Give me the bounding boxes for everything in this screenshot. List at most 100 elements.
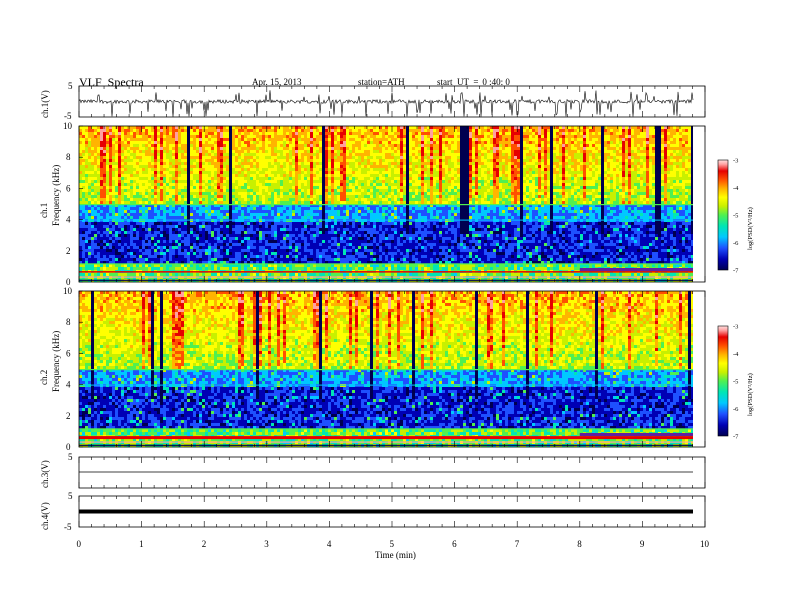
spectrogram-cell	[184, 165, 187, 169]
spectrogram-cell	[187, 189, 190, 193]
spectrogram-cell	[238, 255, 241, 259]
spectrogram-cell	[109, 204, 112, 208]
spectrogram-cell	[94, 252, 97, 256]
spectrogram-cell	[262, 192, 265, 196]
spectrogram-cell	[205, 189, 208, 193]
spectrogram-cell	[118, 237, 121, 241]
spectrogram-cell	[121, 186, 124, 190]
spectrogram-cell	[85, 195, 88, 199]
spectrogram-cell	[286, 135, 289, 139]
spectrogram-cell	[79, 141, 82, 145]
spectrogram-cell	[130, 156, 133, 160]
ch1-spectrogram-heatmap	[79, 126, 693, 283]
spectrogram-cell	[292, 258, 295, 262]
spectrogram-cell	[244, 141, 247, 145]
spectrogram-cell	[274, 129, 277, 133]
spectrogram-cell	[352, 249, 355, 253]
spectrogram-cell	[352, 237, 355, 241]
spectrogram-cell	[265, 150, 268, 154]
spectrogram-cell	[358, 189, 361, 193]
spectrogram-cell	[358, 159, 361, 163]
spectrogram-cell	[256, 135, 259, 139]
spectrogram-cell	[103, 192, 106, 196]
spectrogram-cell	[253, 264, 256, 268]
spectrogram-cell	[331, 192, 334, 196]
spectrogram-cell	[301, 207, 304, 211]
spectrogram-cell	[352, 195, 355, 199]
spectrogram-cell	[124, 213, 127, 217]
spectrogram-cell	[106, 273, 109, 277]
spectrogram-cell	[139, 219, 142, 223]
spectrogram-cell	[223, 171, 226, 175]
spectrogram-cell	[100, 249, 103, 253]
spectrogram-cell	[271, 204, 274, 208]
spectrogram-cell	[280, 153, 283, 157]
spectrogram-cell	[280, 213, 283, 217]
spectrogram-cell	[247, 204, 250, 208]
spectrogram-cell	[187, 153, 190, 157]
spectrogram-cell	[325, 132, 328, 136]
spectrogram-cell	[238, 153, 241, 157]
spectrogram-cell	[343, 222, 346, 226]
spectrogram-cell	[196, 219, 199, 223]
spectrogram-cell	[190, 159, 193, 163]
spectrogram-cell	[262, 168, 265, 172]
spectrogram-cell	[247, 174, 250, 178]
spectrogram-cell	[88, 261, 91, 265]
spectrogram-cell	[295, 165, 298, 169]
spectrogram-cell	[265, 258, 268, 262]
spectrogram-cell	[85, 264, 88, 268]
spectrogram-cell	[226, 219, 229, 223]
spectrogram-cell	[238, 144, 241, 148]
spectrogram-cell	[271, 198, 274, 202]
spectrogram-cell	[253, 258, 256, 262]
spectrogram-cell	[163, 141, 166, 145]
spectrogram-cell	[304, 135, 307, 139]
spectrogram-cell	[88, 204, 91, 208]
spectrogram-cell	[298, 219, 301, 223]
spectrogram-cell	[109, 162, 112, 166]
spectrogram-cell	[169, 180, 172, 184]
spectrogram-cell	[265, 156, 268, 160]
spectrogram-cell	[232, 174, 235, 178]
spectrogram-cell	[250, 171, 253, 175]
spectrogram-cell	[355, 180, 358, 184]
spectrogram-cell	[106, 144, 109, 148]
spectrogram-cell	[148, 222, 151, 226]
spectrogram-cell	[274, 186, 277, 190]
spectrogram-cell	[361, 222, 364, 226]
spectrogram-cell	[286, 189, 289, 193]
spectrogram-cell	[142, 135, 145, 139]
spectrogram-cell	[112, 231, 115, 235]
spectrogram-cell	[172, 222, 175, 226]
spectrogram-cell	[289, 195, 292, 199]
spectrogram-cell	[130, 165, 133, 169]
spectrogram-cell	[307, 183, 310, 187]
spectrogram-cell	[238, 192, 241, 196]
spectrogram-cell	[262, 219, 265, 223]
spectrogram-cell	[199, 258, 202, 262]
spectrogram-cell	[163, 264, 166, 268]
spectrogram-cell	[103, 273, 106, 277]
spectrogram-cell	[103, 246, 106, 250]
spectrogram-cell	[253, 153, 256, 157]
spectrogram-cell	[352, 132, 355, 136]
spectrogram-cell	[211, 252, 214, 256]
spectrogram-cell	[310, 273, 313, 277]
spectrogram-cell	[151, 255, 154, 259]
spectrogram-cell	[301, 210, 304, 214]
spectrogram-cell	[337, 171, 340, 175]
spectrogram-cell	[304, 192, 307, 196]
spectrogram-cell	[301, 204, 304, 208]
spectrogram-cell	[307, 132, 310, 136]
spectrogram-cell	[250, 144, 253, 148]
spectrogram-cell	[184, 246, 187, 250]
spectrogram-cell	[325, 273, 328, 277]
spectrogram-cell	[100, 156, 103, 160]
spectrogram-cell	[355, 177, 358, 181]
spectrogram-cell	[316, 180, 319, 184]
spectrogram-cell	[196, 183, 199, 187]
spectrogram-cell	[160, 153, 163, 157]
spectrogram-cell	[352, 198, 355, 202]
spectrogram-cell	[226, 246, 229, 250]
